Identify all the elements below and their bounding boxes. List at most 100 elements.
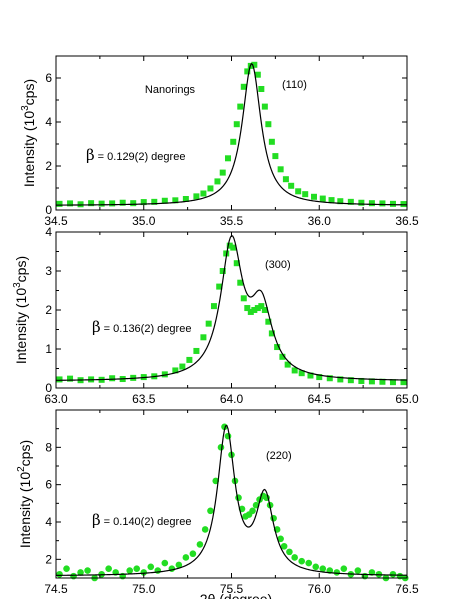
data-point: [193, 347, 200, 354]
data-point: [151, 198, 158, 205]
data-point: [268, 138, 275, 145]
x-tick-label: 65.0: [395, 392, 419, 406]
data-point: [109, 375, 116, 382]
data-point: [333, 569, 341, 576]
data-point: [67, 200, 74, 207]
sample-label: Nanorings: [145, 84, 196, 96]
data-point: [280, 542, 288, 550]
y-tick-label: 0: [45, 381, 52, 395]
data-point: [161, 559, 169, 567]
data-point: [244, 305, 251, 312]
data-point: [237, 279, 244, 286]
data-point: [295, 188, 302, 195]
x-tick-label: 36.0: [308, 214, 332, 228]
data-point: [140, 569, 148, 576]
data-point: [251, 61, 258, 68]
beta-symbol: β: [86, 146, 95, 164]
fit-curve: [55, 62, 408, 206]
data-point: [379, 200, 386, 207]
data-point: [261, 307, 268, 313]
data-point: [326, 375, 333, 382]
data-point: [230, 244, 237, 251]
data-point: [161, 197, 168, 204]
data-point: [282, 176, 289, 183]
y-tick-label: 2: [45, 159, 52, 173]
beta-label: β = 0.140(2) degree: [92, 511, 191, 529]
data-point: [105, 565, 112, 572]
y-axis-label-main: Intensity (10: [13, 288, 29, 364]
y-tick-label: 4: [45, 115, 52, 129]
data-point: [261, 103, 268, 110]
x-tick-label: 34.5: [44, 214, 68, 228]
data-point: [258, 86, 265, 92]
data-point: [316, 374, 323, 381]
x-tick-label: 76.5: [395, 582, 419, 596]
data-point: [219, 268, 226, 274]
x-tick-label: 76.0: [308, 582, 332, 596]
data-point: [182, 196, 189, 202]
data-point: [237, 103, 244, 110]
data-point: [305, 559, 313, 567]
x-tick-label: 63.5: [132, 392, 156, 406]
data-point: [175, 561, 183, 569]
y-axis-label-main: Intensity (10: [17, 472, 33, 548]
data-point: [340, 565, 348, 572]
data-point: [302, 191, 309, 198]
x-tick-label: 35.5: [220, 214, 244, 228]
data-point: [182, 554, 190, 561]
peak-label: (220): [266, 450, 292, 462]
data-point: [207, 507, 214, 515]
x-tick-label: 75.0: [132, 582, 156, 596]
data-point: [224, 432, 232, 440]
data-point: [265, 121, 272, 128]
data-point: [193, 193, 200, 200]
data-point: [56, 376, 63, 383]
fit-curve: [55, 424, 408, 576]
data-point: [179, 363, 186, 370]
y-tick-label: 8: [45, 440, 52, 454]
data-point: [109, 200, 116, 207]
y-axis-label-unit: cps): [17, 440, 33, 466]
data-point: [233, 260, 240, 267]
data-point: [186, 356, 193, 363]
data-point: [233, 121, 240, 128]
y-axis-label: Intensity (102cps): [16, 440, 33, 548]
data-point: [389, 379, 396, 386]
data-point: [244, 68, 251, 75]
plot-frame: [55, 55, 408, 211]
data-point: [214, 178, 221, 185]
fit-curve: [55, 235, 408, 381]
x-tick-label: 36.5: [395, 214, 419, 228]
y-axis-label-main: Intensity (10: [21, 111, 37, 187]
y-tick-label: 4: [45, 225, 52, 239]
data-point: [265, 318, 272, 325]
data-point: [389, 570, 397, 578]
x-tick-label: 35.0: [132, 214, 156, 228]
data-point: [140, 199, 147, 206]
data-point: [337, 376, 344, 383]
data-point: [235, 494, 242, 502]
data-point: [251, 307, 258, 313]
y-tick-label: 3: [45, 264, 52, 278]
data-point: [224, 155, 231, 162]
data-point: [133, 565, 141, 572]
data-point: [200, 190, 207, 197]
beta-value: = 0.129(2) degree: [98, 151, 186, 163]
data-point: [210, 303, 217, 310]
x-tick-label: 64.0: [220, 392, 244, 406]
data-point: [284, 361, 291, 368]
data-point: [277, 535, 284, 543]
y-tick-label: 6: [45, 71, 52, 85]
data-point: [400, 379, 407, 386]
data-point: [347, 377, 354, 384]
data-point: [172, 367, 179, 374]
data-point: [161, 371, 168, 378]
data-point: [298, 370, 305, 377]
data-point: [119, 199, 126, 206]
data-point: [258, 303, 265, 310]
data-point: [319, 195, 326, 202]
y-tick-label: 1: [45, 342, 52, 356]
